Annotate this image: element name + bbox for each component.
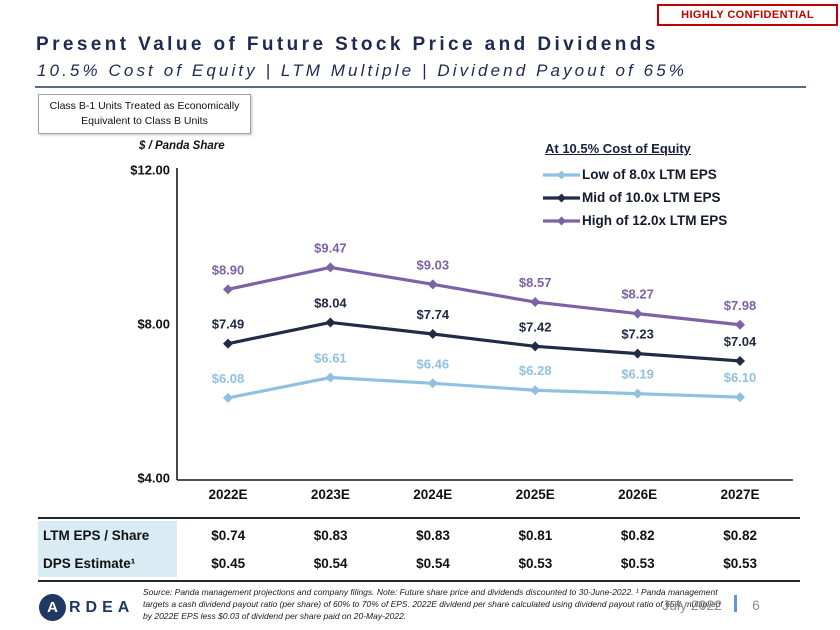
legend-item: Low of 8.0x LTM EPS bbox=[543, 163, 727, 186]
logo-wordmark: RDEA bbox=[69, 598, 135, 616]
data-label: $8.90 bbox=[212, 262, 245, 277]
legend-item-label: Low of 8.0x LTM EPS bbox=[582, 167, 717, 182]
table-cell: $0.81 bbox=[518, 527, 553, 543]
x-tick-label: 2025E bbox=[516, 487, 555, 502]
series-marker bbox=[530, 297, 541, 308]
data-label: $6.10 bbox=[724, 370, 757, 385]
y-axis-title: $ / Panda Share bbox=[138, 140, 225, 152]
logo-circle-icon: A bbox=[39, 594, 66, 621]
series-marker bbox=[223, 338, 233, 349]
x-tick-label: 2027E bbox=[720, 487, 759, 502]
table-cell: $0.83 bbox=[416, 527, 450, 543]
table-cell: $0.45 bbox=[211, 555, 246, 571]
eps-dps-table: LTM EPS / Share $0.74 $0.83 $0.83 $0.81 … bbox=[38, 517, 800, 582]
data-label: $6.08 bbox=[212, 371, 245, 386]
row-label-ltm-eps: LTM EPS / Share bbox=[38, 521, 177, 549]
data-label: $8.27 bbox=[621, 287, 654, 302]
header-divider bbox=[35, 86, 806, 88]
data-label: $6.19 bbox=[621, 367, 654, 382]
table-cell: $0.83 bbox=[313, 527, 348, 543]
series-marker bbox=[427, 279, 438, 290]
x-tick-label: 2026E bbox=[618, 487, 657, 502]
legend-item-label: Mid of 10.0x LTM EPS bbox=[582, 190, 721, 205]
table-cell: $0.53 bbox=[620, 555, 655, 571]
legend-item: Mid of 10.0x LTM EPS bbox=[543, 186, 727, 209]
series-marker bbox=[632, 348, 643, 359]
legend-item: High of 12.0x LTM EPS bbox=[543, 209, 727, 232]
series-marker bbox=[223, 284, 233, 295]
table-cell: $0.82 bbox=[723, 527, 758, 543]
data-label: $6.28 bbox=[519, 363, 552, 378]
legend-item-label: High of 12.0x LTM EPS bbox=[582, 213, 728, 228]
y-tick-label: $8.00 bbox=[137, 317, 170, 332]
page-subtitle: 10.5% Cost of Equity | LTM Multiple | Di… bbox=[37, 61, 687, 80]
data-label: $7.04 bbox=[724, 334, 757, 349]
series-marker bbox=[223, 392, 233, 403]
series-marker bbox=[427, 378, 438, 389]
data-label: $7.98 bbox=[724, 298, 757, 313]
data-label: $6.61 bbox=[314, 351, 347, 366]
series-line bbox=[227, 320, 741, 363]
class-b-note-box: Class B-1 Units Treated as Economically … bbox=[38, 94, 251, 135]
data-label: $9.03 bbox=[417, 257, 450, 272]
table-cell: $0.54 bbox=[313, 555, 348, 571]
x-tick-label: 2024E bbox=[413, 487, 452, 502]
series-line bbox=[227, 375, 741, 400]
legend-swatch-icon bbox=[543, 216, 580, 225]
legend-swatch-icon bbox=[543, 193, 580, 202]
series-marker bbox=[735, 392, 745, 403]
series-marker bbox=[427, 329, 438, 340]
series-marker bbox=[632, 308, 643, 319]
chart-legend: Low of 8.0x LTM EPS Mid of 10.0x LTM EPS H… bbox=[543, 163, 727, 232]
table-cell: $0.54 bbox=[416, 555, 450, 571]
series-marker bbox=[325, 372, 336, 383]
series-marker bbox=[325, 317, 336, 328]
data-label: $9.47 bbox=[314, 240, 347, 255]
data-label: $7.49 bbox=[212, 317, 245, 332]
series-marker bbox=[530, 385, 541, 396]
table-cell: $0.53 bbox=[723, 555, 758, 571]
legend-swatch-icon bbox=[543, 170, 580, 179]
legend-title: At 10.5% Cost of Equity bbox=[545, 141, 691, 156]
x-tick-label: 2022E bbox=[208, 487, 247, 502]
x-tick-label: 2023E bbox=[311, 487, 350, 502]
footer-date: July 2022 bbox=[662, 597, 722, 613]
table-cell: $0.74 bbox=[211, 527, 246, 543]
data-label: $8.04 bbox=[314, 295, 347, 310]
series-marker bbox=[530, 341, 541, 352]
page-number: 6 bbox=[752, 597, 760, 613]
table-cell: $0.53 bbox=[518, 555, 553, 571]
data-label: $7.42 bbox=[519, 319, 552, 334]
data-label: $8.57 bbox=[519, 275, 552, 290]
data-label: $7.74 bbox=[417, 307, 450, 322]
ardea-logo: A RDEA bbox=[39, 594, 134, 621]
page-title: Present Value of Future Stock Price and … bbox=[36, 34, 659, 55]
series-marker bbox=[632, 388, 643, 399]
series-line bbox=[227, 265, 741, 327]
table-cell: $0.82 bbox=[620, 527, 655, 543]
row-label-dps-estimate: DPS Estimate¹ bbox=[38, 549, 177, 577]
series-marker bbox=[325, 262, 336, 273]
y-tick-label: $4.00 bbox=[137, 471, 170, 486]
data-label: $6.46 bbox=[417, 356, 450, 371]
y-tick-label: $12.00 bbox=[130, 163, 170, 178]
series-marker bbox=[735, 355, 745, 366]
data-label: $7.23 bbox=[621, 327, 654, 342]
series-marker bbox=[735, 319, 745, 330]
source-footnote: Source: Panda management projections and… bbox=[143, 587, 721, 622]
footer-divider-bar bbox=[734, 595, 737, 612]
confidential-badge: HIGHLY CONFIDENTIAL bbox=[657, 4, 838, 26]
